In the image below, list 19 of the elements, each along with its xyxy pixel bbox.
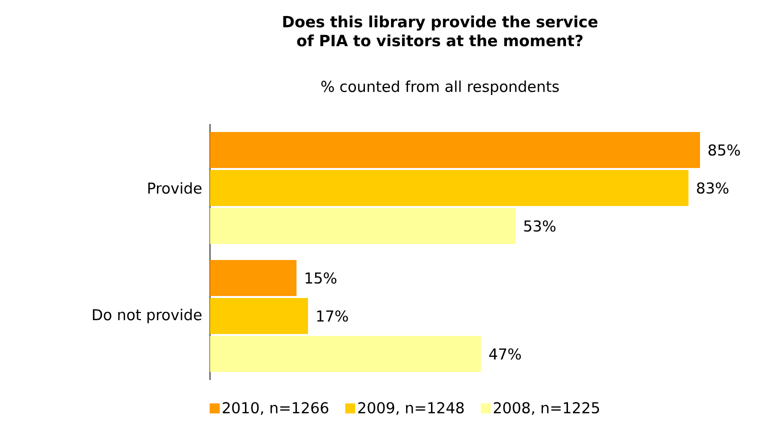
legend-label: 2008, n=1225 [494,402,599,415]
y-tick-label: Do not provide [92,308,202,324]
bar [210,298,308,334]
data-label: 85% [708,144,740,156]
bar [210,208,516,244]
legend-label: 2010, n=1266 [222,402,328,415]
bar [210,132,700,168]
data-label: 15% [306,272,336,284]
data-label: 47% [489,348,521,360]
y-tick-label: Provide [148,182,202,194]
bar [210,170,688,206]
data-label: 83% [697,182,728,194]
chart-subtitle: % counted from all respondents [321,80,559,95]
chart-title: Does this library provide the service of PIA to visitors at the moment? [283,16,598,46]
data-label: 17% [317,310,348,322]
bar [210,260,296,296]
data-label: 53% [524,220,556,232]
legend-label: 2009, n=1248 [358,402,464,415]
bar [210,336,481,372]
